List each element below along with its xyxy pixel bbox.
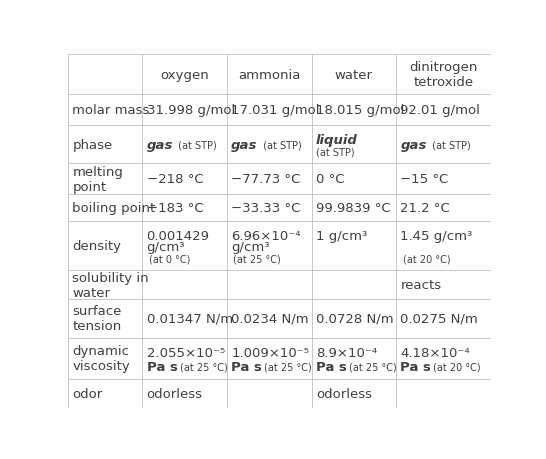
Text: 4.18×10⁻⁴: 4.18×10⁻⁴ bbox=[400, 346, 470, 359]
Text: (at 0 °C): (at 0 °C) bbox=[149, 254, 190, 264]
Text: 0.001429: 0.001429 bbox=[146, 229, 210, 242]
Text: odorless: odorless bbox=[146, 387, 203, 401]
Text: Pa s: Pa s bbox=[231, 360, 262, 374]
Text: (at 25 °C): (at 25 °C) bbox=[180, 362, 227, 372]
Text: 21.2 °C: 21.2 °C bbox=[400, 202, 450, 215]
Text: (at 25 °C): (at 25 °C) bbox=[233, 254, 281, 264]
Text: 2.055×10⁻⁵: 2.055×10⁻⁵ bbox=[146, 346, 225, 359]
Text: 92.01 g/mol: 92.01 g/mol bbox=[400, 104, 480, 117]
Text: molar mass: molar mass bbox=[73, 104, 150, 117]
Text: (at STP): (at STP) bbox=[260, 140, 301, 150]
Text: surface
tension: surface tension bbox=[73, 305, 122, 333]
Text: 31.998 g/mol: 31.998 g/mol bbox=[146, 104, 235, 117]
Text: 1 g/cm³: 1 g/cm³ bbox=[316, 229, 367, 242]
Text: liquid: liquid bbox=[316, 134, 358, 147]
Text: −183 °C: −183 °C bbox=[146, 202, 203, 215]
Text: 0.01347 N/m: 0.01347 N/m bbox=[146, 312, 233, 325]
Text: 0 °C: 0 °C bbox=[316, 173, 345, 186]
Text: 8.9×10⁻⁴: 8.9×10⁻⁴ bbox=[316, 346, 377, 359]
Text: ammonia: ammonia bbox=[238, 68, 300, 82]
Text: dynamic
viscosity: dynamic viscosity bbox=[73, 345, 130, 373]
Text: oxygen: oxygen bbox=[160, 68, 209, 82]
Text: Pa s: Pa s bbox=[400, 360, 431, 374]
Text: −218 °C: −218 °C bbox=[146, 173, 203, 186]
Text: (at 25 °C): (at 25 °C) bbox=[349, 362, 396, 372]
Text: Pa s: Pa s bbox=[316, 360, 347, 374]
Text: odorless: odorless bbox=[316, 387, 372, 401]
Text: boiling point: boiling point bbox=[73, 202, 156, 215]
Text: (at 20 °C): (at 20 °C) bbox=[434, 362, 481, 372]
Text: Pa s: Pa s bbox=[146, 360, 177, 374]
Text: −77.73 °C: −77.73 °C bbox=[231, 173, 300, 186]
Text: gas: gas bbox=[231, 138, 258, 151]
Text: −33.33 °C: −33.33 °C bbox=[231, 202, 300, 215]
Text: gas: gas bbox=[400, 138, 427, 151]
Text: 6.96×10⁻⁴: 6.96×10⁻⁴ bbox=[231, 229, 301, 242]
Text: (at STP): (at STP) bbox=[316, 147, 354, 157]
Text: 0.0728 N/m: 0.0728 N/m bbox=[316, 312, 394, 325]
Text: 0.0275 N/m: 0.0275 N/m bbox=[400, 312, 478, 325]
Text: 0.0234 N/m: 0.0234 N/m bbox=[231, 312, 309, 325]
Text: 1.009×10⁻⁵: 1.009×10⁻⁵ bbox=[231, 346, 309, 359]
Text: (at 25 °C): (at 25 °C) bbox=[264, 362, 312, 372]
Text: gas: gas bbox=[146, 138, 173, 151]
Text: odor: odor bbox=[73, 387, 103, 401]
Text: g/cm³: g/cm³ bbox=[231, 241, 270, 254]
Text: phase: phase bbox=[73, 138, 112, 151]
Text: g/cm³: g/cm³ bbox=[146, 241, 185, 254]
Text: 18.015 g/mol: 18.015 g/mol bbox=[316, 104, 404, 117]
Text: solubility in
water: solubility in water bbox=[73, 271, 149, 299]
Text: 17.031 g/mol: 17.031 g/mol bbox=[231, 104, 319, 117]
Text: melting
point: melting point bbox=[73, 165, 123, 193]
Text: (at 20 °C): (at 20 °C) bbox=[402, 254, 450, 264]
Text: 99.9839 °C: 99.9839 °C bbox=[316, 202, 390, 215]
Text: reacts: reacts bbox=[400, 279, 442, 292]
Text: water: water bbox=[335, 68, 373, 82]
Text: −15 °C: −15 °C bbox=[400, 173, 449, 186]
Text: 1.45 g/cm³: 1.45 g/cm³ bbox=[400, 229, 473, 242]
Text: (at STP): (at STP) bbox=[175, 140, 217, 150]
Text: dinitrogen
tetroxide: dinitrogen tetroxide bbox=[410, 61, 478, 89]
Text: (at STP): (at STP) bbox=[429, 140, 471, 150]
Text: density: density bbox=[73, 240, 121, 253]
